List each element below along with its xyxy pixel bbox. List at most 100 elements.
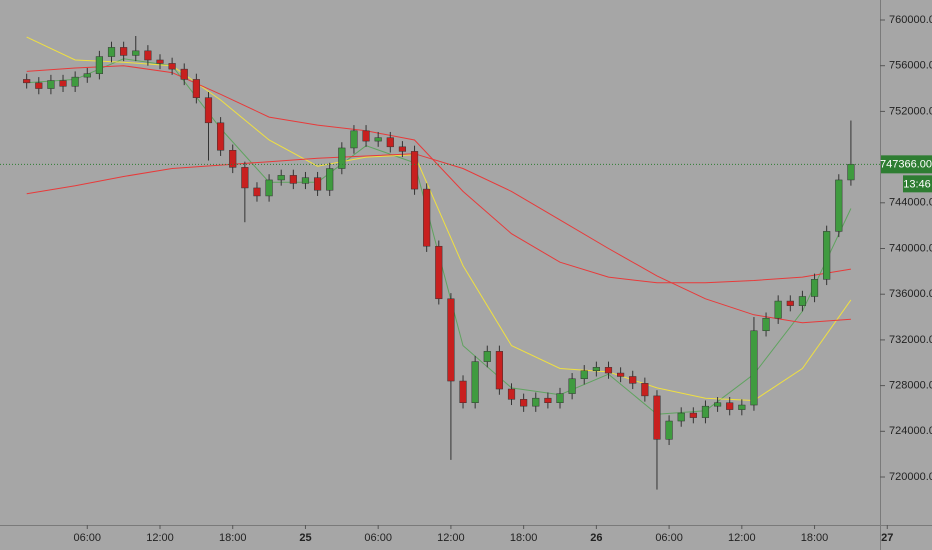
y-tick-label: 760000.00 bbox=[889, 14, 932, 26]
last-price-box bbox=[881, 155, 932, 174]
moving-average-line bbox=[26, 65, 851, 284]
candle-body bbox=[701, 405, 710, 418]
candle-body bbox=[447, 298, 455, 382]
candle-body bbox=[823, 231, 831, 280]
candle-body bbox=[47, 80, 55, 89]
candle-body bbox=[241, 167, 249, 189]
x-tick-label: 27 bbox=[881, 532, 893, 544]
y-tick-label: 736000.00 bbox=[889, 288, 932, 300]
candle-body bbox=[132, 50, 140, 56]
candle-body bbox=[592, 367, 600, 372]
y-tick-label: 740000.00 bbox=[889, 242, 932, 254]
candle-body bbox=[713, 402, 722, 407]
candle-body bbox=[641, 383, 649, 397]
candle-body bbox=[386, 137, 394, 148]
candle-body bbox=[677, 412, 685, 422]
candle-body bbox=[532, 397, 540, 407]
x-tick-label: 06:00 bbox=[655, 532, 683, 544]
candle-body bbox=[301, 177, 310, 184]
candle-body bbox=[459, 380, 467, 403]
candle-body bbox=[217, 122, 225, 151]
candle-body bbox=[495, 351, 503, 390]
candle-body bbox=[374, 137, 382, 142]
x-tick-label: 18:00 bbox=[219, 532, 247, 544]
countdown-box bbox=[903, 175, 932, 193]
x-tick-label: 25 bbox=[299, 532, 311, 544]
candle-body bbox=[410, 151, 419, 190]
candle-body bbox=[204, 97, 213, 124]
candle-body bbox=[277, 175, 285, 181]
candle-body bbox=[774, 300, 782, 319]
candle-body bbox=[786, 300, 794, 306]
candle-body bbox=[168, 63, 176, 70]
x-tick-label: 12:00 bbox=[728, 532, 756, 544]
candle-body bbox=[810, 279, 819, 297]
y-tick-label: 724000.00 bbox=[889, 425, 932, 437]
y-tick-label: 720000.00 bbox=[889, 471, 932, 483]
candle-body bbox=[580, 370, 588, 380]
candle-body bbox=[120, 47, 128, 56]
y-tick-label: 728000.00 bbox=[889, 380, 932, 392]
candle-body bbox=[289, 175, 297, 184]
candle-body bbox=[398, 146, 407, 152]
candle-body bbox=[265, 179, 273, 197]
candle-body bbox=[726, 402, 734, 410]
candle-body bbox=[435, 245, 443, 300]
moving-average-line bbox=[26, 153, 851, 324]
candle-body bbox=[338, 147, 346, 169]
x-tick-label: 18:00 bbox=[801, 532, 829, 544]
candle-body bbox=[423, 188, 431, 247]
candle-body bbox=[180, 68, 188, 80]
candle-body bbox=[59, 80, 67, 87]
x-tick-label: 18:00 bbox=[510, 532, 538, 544]
candle-body bbox=[520, 399, 528, 407]
candle-body bbox=[847, 164, 855, 181]
candle-body bbox=[229, 149, 237, 168]
x-tick-label: 26 bbox=[590, 532, 602, 544]
candle-body bbox=[653, 395, 661, 440]
candle-body bbox=[556, 393, 564, 403]
candle-body bbox=[144, 50, 152, 61]
candle-body bbox=[350, 130, 358, 149]
candle-body bbox=[35, 82, 43, 89]
candle-body bbox=[95, 56, 103, 74]
candle-body bbox=[23, 79, 31, 84]
candle-body bbox=[604, 367, 613, 374]
candle-body bbox=[362, 130, 370, 142]
candle-body bbox=[313, 177, 322, 191]
candle-body bbox=[83, 73, 91, 78]
candle-body bbox=[71, 76, 79, 87]
candle-body bbox=[507, 388, 516, 400]
candle-body bbox=[762, 317, 770, 332]
candle-body bbox=[483, 351, 491, 362]
moving-average-line bbox=[26, 36, 852, 402]
candle-body bbox=[568, 378, 576, 394]
candle-body bbox=[471, 361, 479, 403]
candle-body bbox=[617, 372, 625, 377]
candle-body bbox=[253, 187, 261, 197]
x-tick-label: 06:00 bbox=[364, 532, 392, 544]
candle-body bbox=[156, 59, 164, 64]
last-price-label: 747366.00 bbox=[880, 158, 932, 170]
candle-body bbox=[665, 420, 673, 440]
candle-body bbox=[835, 179, 843, 232]
candle-body bbox=[326, 168, 334, 191]
x-tick-label: 12:00 bbox=[437, 532, 465, 544]
candle-body bbox=[629, 376, 637, 384]
countdown-label: 13:46 bbox=[903, 178, 931, 190]
candle-body bbox=[750, 330, 758, 406]
candle-body bbox=[689, 412, 697, 418]
y-tick-label: 756000.00 bbox=[889, 60, 932, 72]
candle-body bbox=[738, 404, 746, 410]
candle-body bbox=[798, 296, 807, 306]
candle-body bbox=[107, 47, 116, 57]
y-tick-label: 752000.00 bbox=[889, 105, 932, 117]
x-tick-label: 12:00 bbox=[146, 532, 174, 544]
x-tick-label: 06:00 bbox=[74, 532, 102, 544]
y-tick-label: 732000.00 bbox=[889, 334, 932, 346]
candle-body bbox=[544, 397, 552, 403]
y-tick-label: 744000.00 bbox=[889, 197, 932, 209]
